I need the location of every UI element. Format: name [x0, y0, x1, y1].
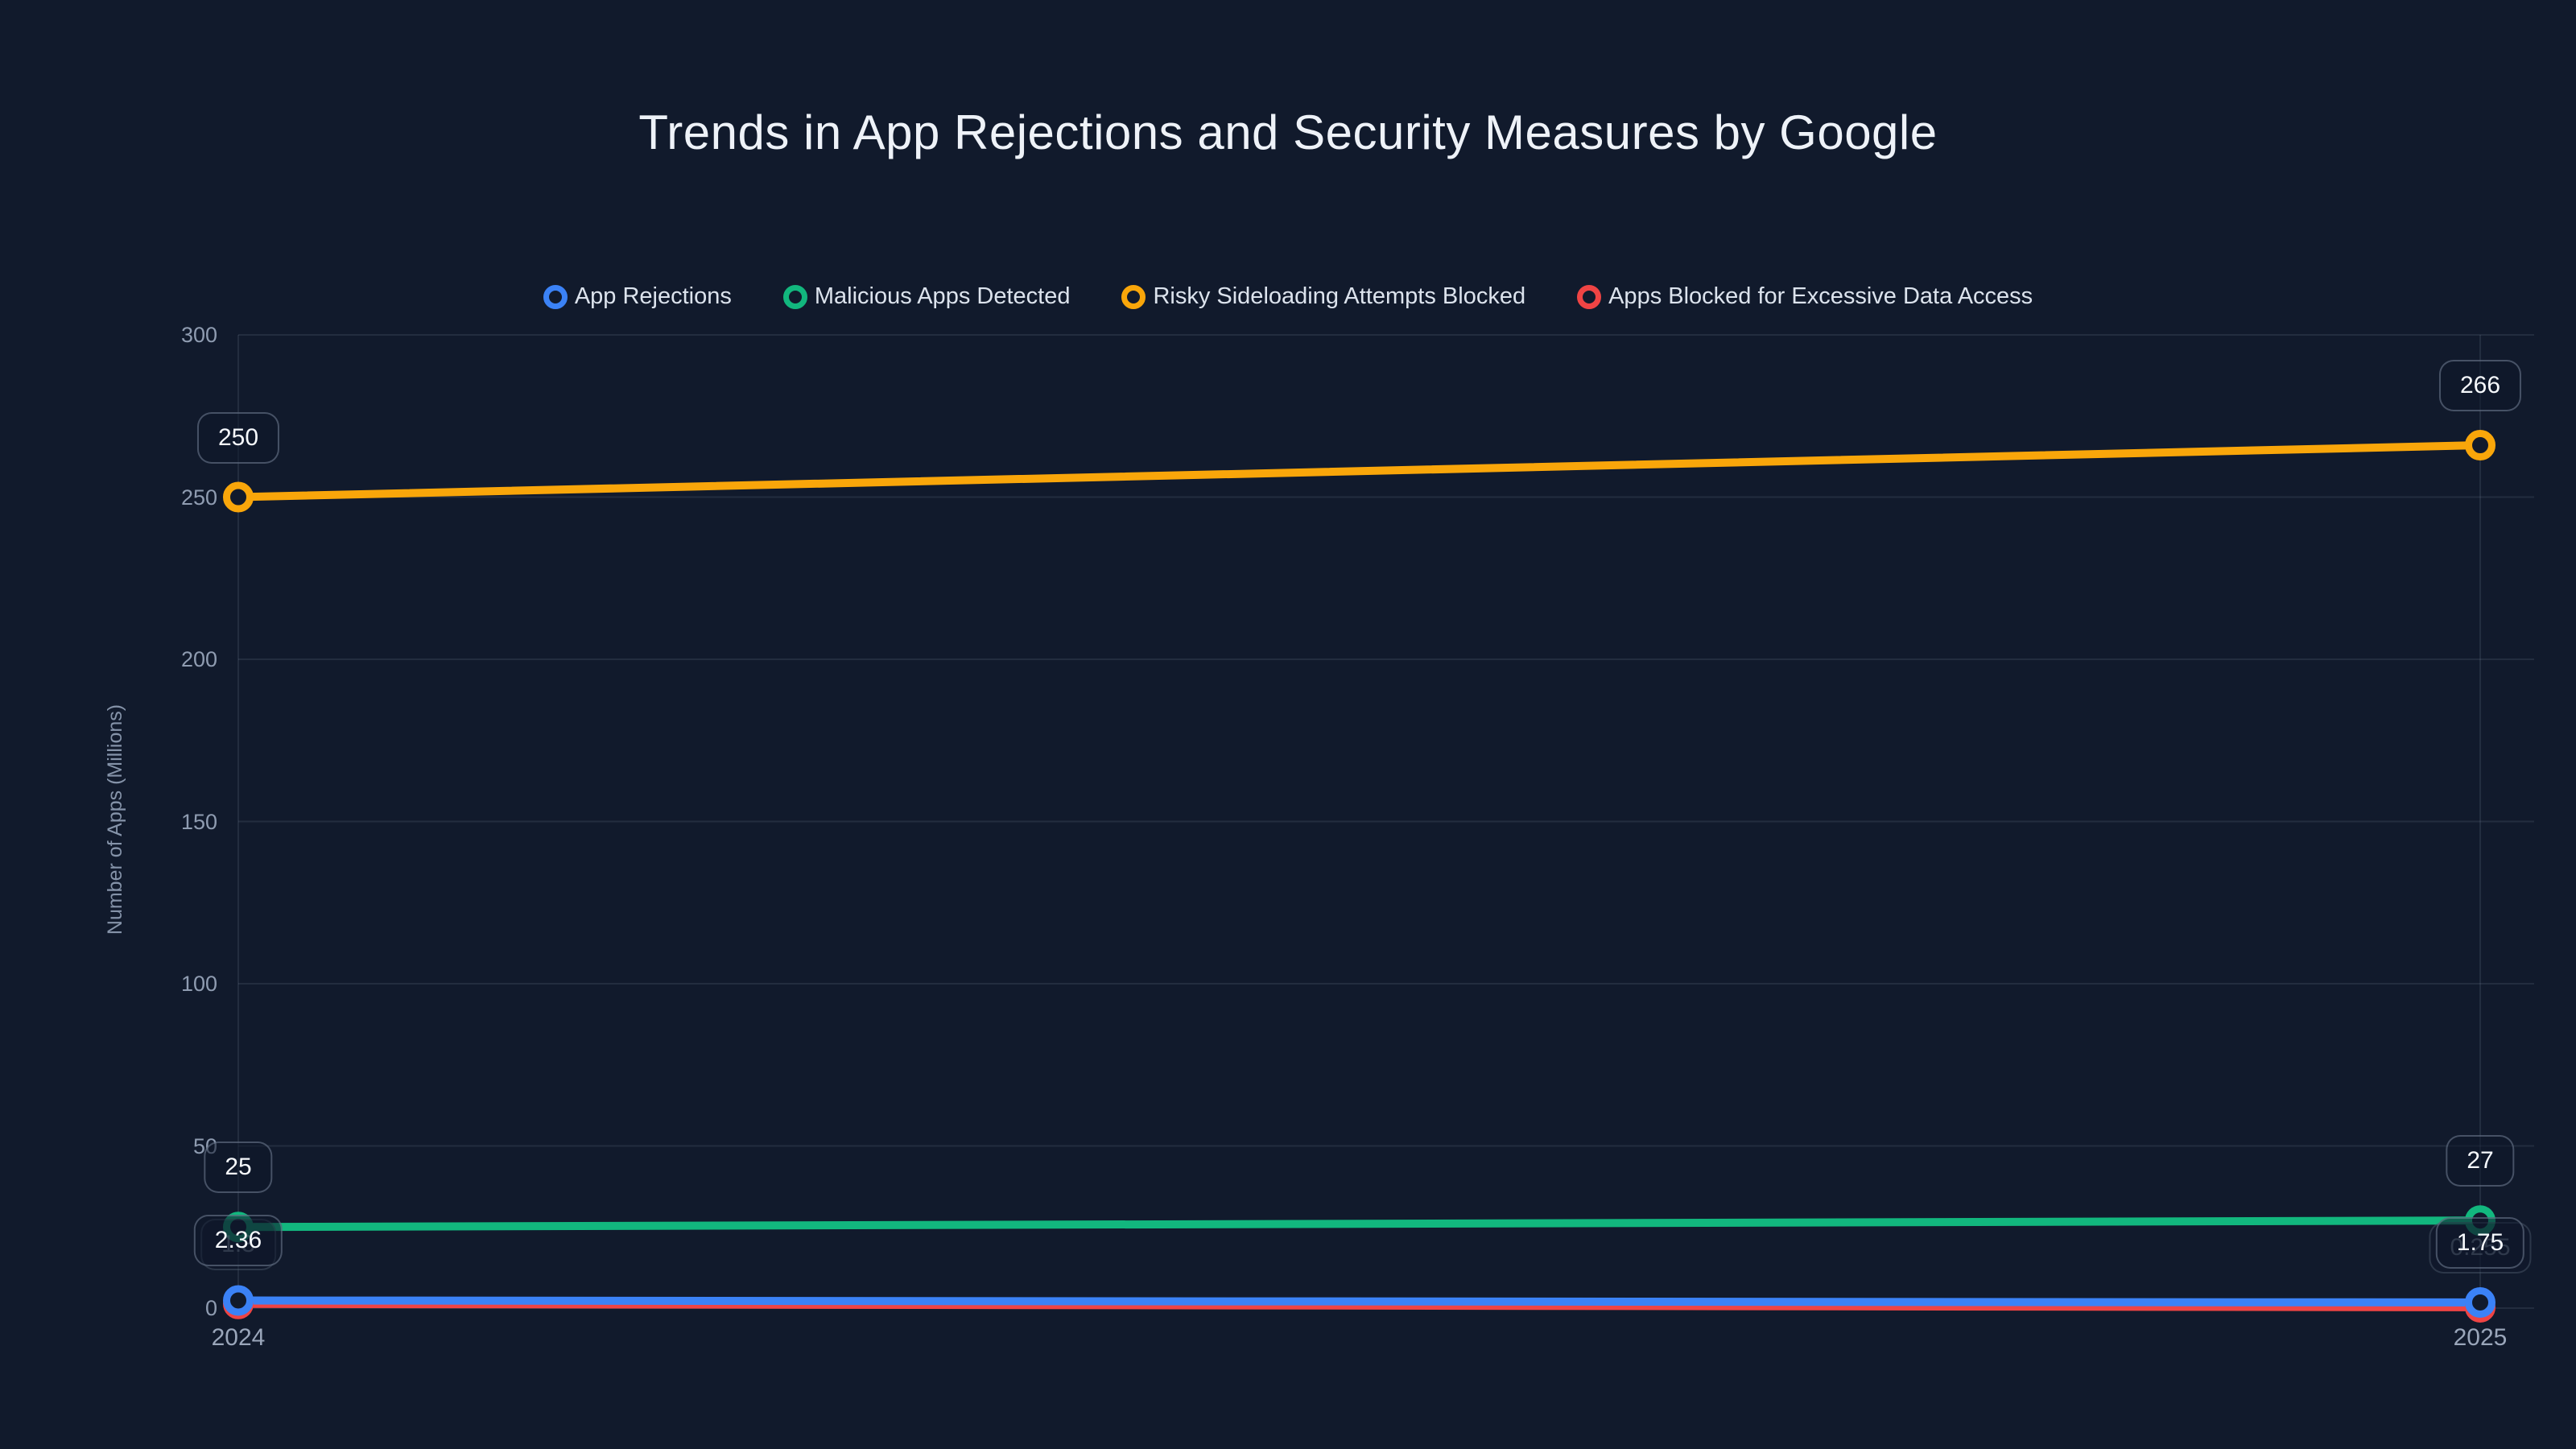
- x-tick-label: 2024: [211, 1324, 266, 1351]
- legend-ring-icon: [1577, 284, 1602, 309]
- data-point-marker-app-rejections[interactable]: [2465, 1286, 2496, 1318]
- data-point-marker-risky-sideloading-attempts-blocked[interactable]: [223, 481, 254, 513]
- y-tick-label: 200: [180, 647, 217, 671]
- legend-item-label: Malicious Apps Detected: [814, 283, 1071, 309]
- chart-title: Trends in App Rejections and Security Me…: [638, 105, 1938, 159]
- data-point-marker-app-rejections[interactable]: [223, 1285, 254, 1316]
- legend-item-apps-blocked-for-excessive-data-access[interactable]: Apps Blocked for Excessive Data Access: [1577, 283, 2033, 310]
- legend-ring-icon: [1121, 284, 1146, 309]
- legend-item-label: App Rejections: [574, 283, 732, 309]
- data-point-marker-risky-sideloading-attempts-blocked[interactable]: [2465, 430, 2496, 461]
- legend-item-risky-sideloading-attempts-blocked[interactable]: Risky Sideloading Attempts Blocked: [1121, 283, 1525, 310]
- y-tick-label: 50: [192, 1133, 217, 1158]
- data-label-app-rejections: 2.36: [193, 1215, 283, 1267]
- legend: App Rejections Malicious Apps Detected Ris…: [0, 283, 2576, 310]
- x-tick-label: 2025: [2453, 1324, 2508, 1351]
- y-tick-label: 100: [180, 972, 217, 996]
- legend-item-malicious-apps-detected[interactable]: Malicious Apps Detected: [782, 283, 1071, 310]
- series-line-malicious-apps-detected: [234, 1216, 2484, 1232]
- y-tick-label: 250: [180, 485, 217, 510]
- data-label-malicious-apps-detected: 27: [2446, 1135, 2515, 1187]
- data-label-risky-sideloading-attempts-blocked: 266: [2438, 360, 2522, 412]
- y-axis-title: Number of Apps (Millions): [104, 704, 126, 935]
- data-label-app-rejections: 1.75: [2435, 1216, 2525, 1269]
- y-tick-label: 150: [180, 809, 217, 834]
- data-label-malicious-apps-detected: 25: [204, 1141, 273, 1194]
- legend-item-app-rejections[interactable]: App Rejections: [543, 283, 732, 310]
- legend-ring-icon: [782, 284, 807, 309]
- series-line-risky-sideloading-attempts-blocked: [234, 441, 2484, 502]
- legend-item-label: Apps Blocked for Excessive Data Access: [1608, 283, 2033, 309]
- legend-ring-icon: [543, 284, 568, 309]
- y-tick-label: 0: [204, 1296, 217, 1320]
- y-tick-label: 300: [180, 323, 217, 347]
- series-line-app-rejections: [234, 1296, 2484, 1307]
- data-label-risky-sideloading-attempts-blocked: 250: [196, 411, 280, 464]
- legend-item-label: Risky Sideloading Attempts Blocked: [1153, 283, 1526, 309]
